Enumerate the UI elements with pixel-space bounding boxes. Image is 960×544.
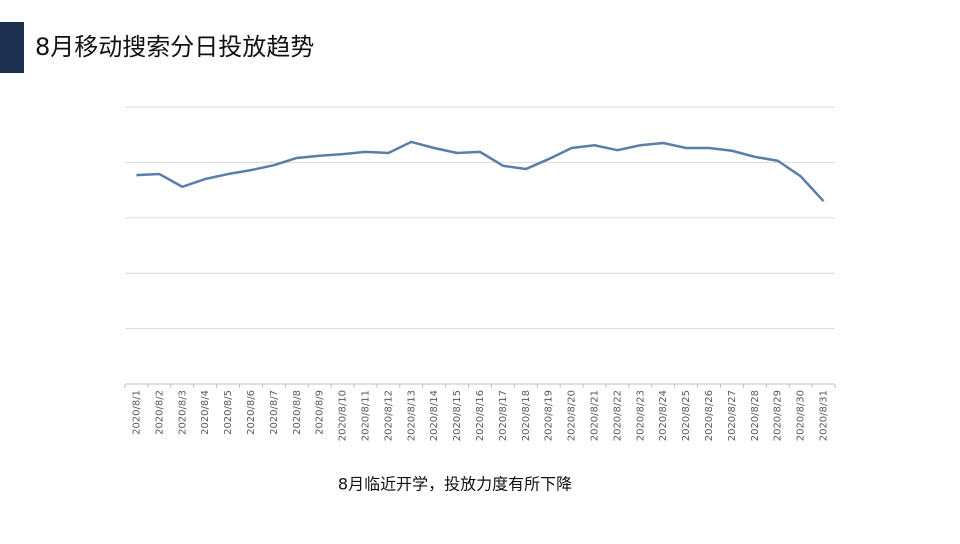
x-tick-label: 2020/8/6 — [246, 390, 257, 435]
x-tick-label: 2020/8/2 — [154, 390, 165, 435]
data-line — [136, 140, 825, 203]
x-tick-label: 2020/8/23 — [635, 390, 646, 441]
x-tick-label: 2020/8/20 — [567, 390, 578, 441]
x-tick-label: 2020/8/19 — [544, 390, 555, 441]
x-tick-label: 2020/8/18 — [521, 390, 532, 441]
x-tick-label: 2020/8/22 — [612, 390, 623, 441]
x-tick-label: 2020/8/11 — [360, 390, 371, 441]
title-accent — [0, 22, 24, 73]
x-tick-label: 2020/8/14 — [429, 390, 440, 441]
x-tick-label: 2020/8/31 — [819, 390, 830, 441]
x-tick-label: 2020/8/25 — [681, 390, 692, 441]
x-tick-label: 2020/8/4 — [200, 390, 211, 435]
x-tick-label: 2020/8/16 — [475, 390, 486, 441]
x-tick-label: 2020/8/13 — [406, 390, 417, 441]
x-tick-label: 2020/8/27 — [727, 390, 738, 441]
x-tick-label: 2020/8/10 — [338, 390, 349, 441]
x-tick-label: 2020/8/28 — [750, 390, 761, 441]
x-tick-label: 2020/8/24 — [658, 390, 669, 441]
x-tick-label: 2020/8/12 — [383, 390, 394, 441]
x-tick-label: 2020/8/30 — [796, 390, 807, 441]
x-tick-label: 2020/8/15 — [452, 390, 463, 441]
caption: 8月临近开学，投放力度有所下降 — [338, 475, 572, 494]
x-tick-label: 2020/8/8 — [292, 390, 303, 435]
x-tick-label: 2020/8/26 — [704, 390, 715, 441]
x-tick-label: 2020/8/29 — [773, 390, 784, 441]
x-tick-label: 2020/8/3 — [177, 390, 188, 435]
x-tick-label: 2020/8/17 — [498, 390, 509, 441]
x-tick-label: 2020/8/5 — [223, 390, 234, 435]
x-tick-label: 2020/8/7 — [269, 390, 280, 435]
slide-title: 8月移动搜索分日投放趋势 — [35, 33, 314, 61]
x-tick-label: 2020/8/1 — [131, 390, 142, 435]
x-tick-label: 2020/8/9 — [315, 390, 326, 435]
x-tick-label: 2020/8/21 — [590, 390, 601, 441]
